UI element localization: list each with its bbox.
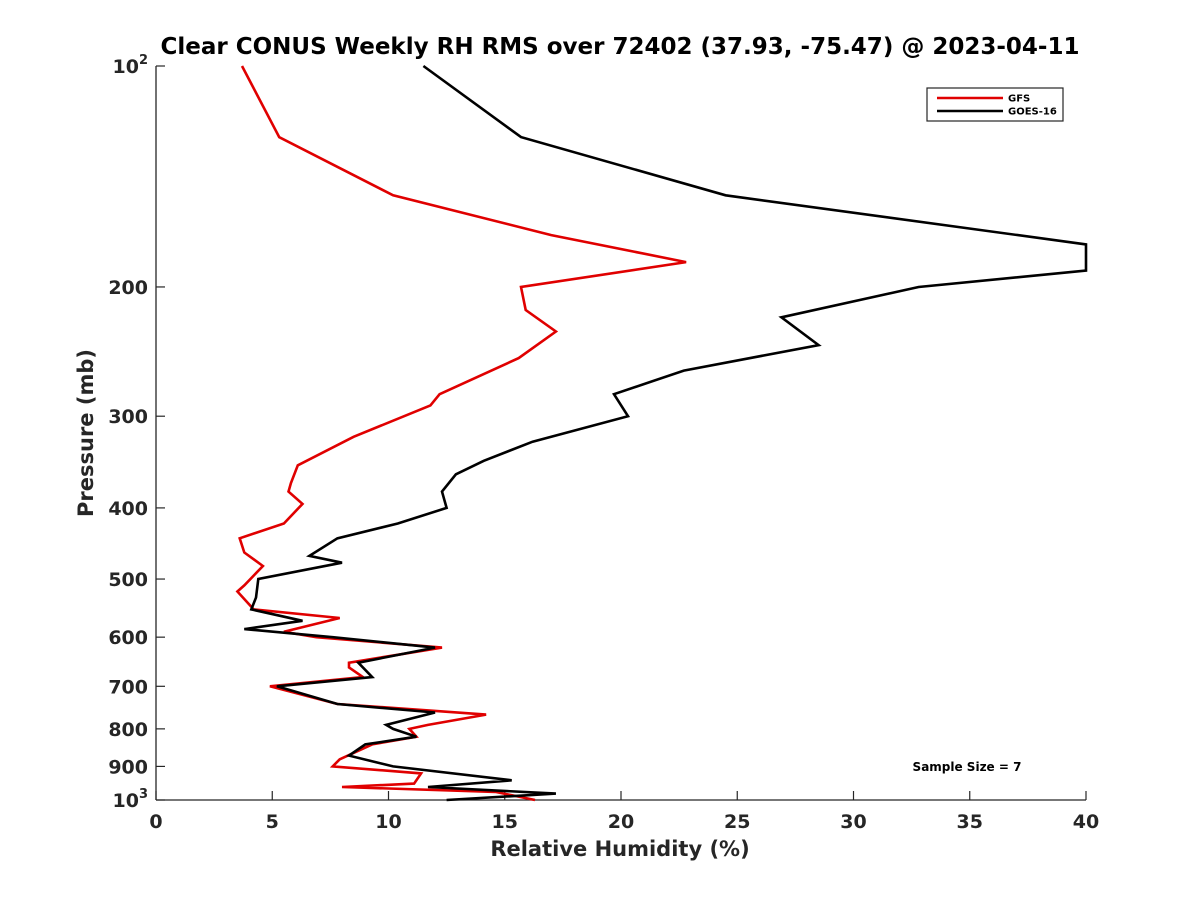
chart-title: Clear CONUS Weekly RH RMS over 72402 (37… <box>161 34 1080 60</box>
y-tick-label: 300 <box>108 406 148 428</box>
x-tick-label: 20 <box>608 811 634 833</box>
series-line-goes-16 <box>244 64 1088 802</box>
x-axis-label: Relative Humidity (%) <box>490 837 749 861</box>
y-tick-label: 600 <box>108 627 148 649</box>
y-tick-label: 102 <box>113 53 149 78</box>
y-tick-label: 103 <box>113 787 149 812</box>
y-tick-label: 500 <box>108 569 148 591</box>
y-tick-label: 700 <box>108 676 148 698</box>
series-line-gfs <box>235 65 687 802</box>
y-tick-label: 400 <box>108 498 148 520</box>
x-tick-label: 5 <box>266 811 279 833</box>
x-tick-label: 10 <box>375 811 401 833</box>
legend: GFS GOES-16 <box>926 87 1064 122</box>
legend-label: GOES-16 <box>1008 107 1057 118</box>
legend-label: GFS <box>1008 94 1030 105</box>
x-tick-label: 35 <box>957 811 983 833</box>
y-axis-label: Pressure (mb) <box>74 349 98 517</box>
axes: 0 5 10 15 20 25 30 35 40 102 200 300 400 500 600 700 800… <box>108 53 1099 833</box>
y-tick-label: 200 <box>108 277 148 299</box>
y-tick-label: 800 <box>108 719 148 741</box>
x-tick-label: 40 <box>1073 811 1099 833</box>
y-tick-label: 900 <box>108 756 148 778</box>
sample-size-annotation: Sample Size = 7 <box>913 760 1022 774</box>
x-tick-label: 0 <box>149 811 162 833</box>
x-tick-label: 25 <box>724 811 750 833</box>
series-layer <box>235 64 1088 802</box>
x-tick-label: 15 <box>492 811 518 833</box>
x-tick-label: 30 <box>840 811 866 833</box>
legend-box <box>926 87 1064 122</box>
